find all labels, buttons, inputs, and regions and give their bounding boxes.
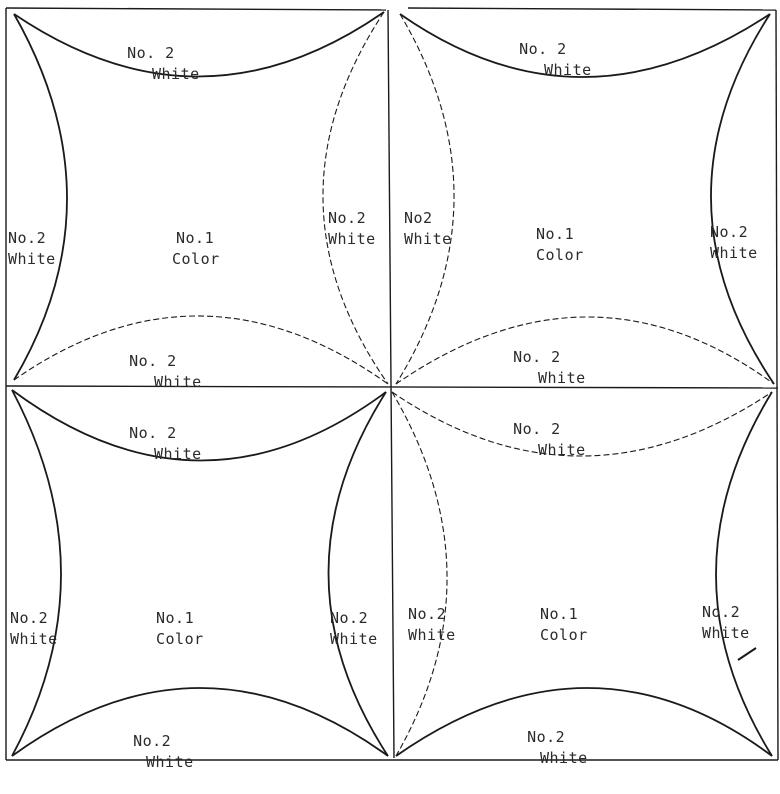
bottom-left-right-label: No.2 White [330,566,378,671]
quilt-pattern-diagram [5,7,779,761]
label-line2: White [10,630,58,648]
label-line1: No.2 [330,609,369,627]
label-line2: White [540,749,588,767]
bottom-right-left-label: No.2 White [408,562,456,667]
top-left-bottom-label: No. 2 White [110,330,202,414]
label-line2: White [408,626,456,644]
top-left-left-label: No.2 White [8,186,56,291]
arc-top-left-right [322,11,389,385]
top-right-top-label: No. 2 White [500,18,592,102]
bottom-right-center-label: No.1 Color [540,562,588,667]
label-line1: No.2 [8,229,47,247]
label-line1: No.1 [540,605,579,623]
pencil-mark [737,647,757,661]
arc-top-right-left [395,13,455,385]
frame-top-edge-right [407,7,777,11]
label-line2: White [146,753,194,771]
top-right-center-label: No.1 Color [536,182,584,287]
top-right-left-label: No2 White [404,166,452,271]
label-line2: White [330,630,378,648]
arc-bottom-left-top [11,389,387,462]
bottom-right-top-label: No. 2 White [494,398,586,482]
label-line2: Color [536,246,584,264]
label-line2: Color [156,630,204,648]
top-left-right-label: No.2 White [328,166,376,271]
label-line2: White [538,441,586,459]
label-line1: No. 2 [127,44,175,62]
label-line2: White [710,244,758,262]
block-top-right-arcs [395,13,775,385]
arc-top-left-left [13,13,68,381]
top-right-bottom-label: No. 2 White [494,326,586,410]
label-line1: No. 2 [129,424,177,442]
label-line2: White [538,369,586,387]
label-line2: White [154,373,202,391]
label-line1: No2 [404,209,433,227]
arc-bottom-right-left [391,391,448,757]
frame-right-edge [775,9,779,761]
label-line2: White [154,445,202,463]
label-line2: White [8,250,56,268]
label-line2: White [328,230,376,248]
arc-bottom-right-bottom [395,687,773,757]
label-line1: No.1 [536,225,575,243]
horizontal-divider [5,385,779,389]
top-right-right-label: No.2 White [710,180,758,285]
label-line1: No.1 [176,229,215,247]
outer-frame [5,7,779,761]
arc-top-right-right [710,13,775,385]
label-line2: White [544,61,592,79]
label-line1: No.2 [710,223,749,241]
label-line2: White [152,65,200,83]
arc-bottom-right-right [715,391,773,757]
label-line1: No.2 [133,732,172,750]
label-line1: No. 2 [513,420,561,438]
label-line2: Color [540,626,588,644]
arc-bottom-left-left [11,389,62,757]
bottom-right-bottom-label: No.2 White [508,706,588,790]
bottom-left-bottom-label: No.2 White [114,710,194,794]
label-line2: White [404,230,452,248]
bottom-left-top-label: No. 2 White [110,402,202,486]
top-left-top-label: No. 2 White [108,22,200,106]
bottom-left-center-label: No.1 Color [156,566,204,671]
vertical-divider [387,9,395,759]
arc-bottom-right-top [391,391,773,457]
arc-bottom-left-bottom [11,687,389,757]
arc-top-left-bottom [13,315,389,385]
frame-top-edge [5,7,387,11]
label-line1: No.2 [702,603,741,621]
label-line1: No. 2 [519,40,567,58]
label-line1: No.2 [527,728,566,746]
label-line1: No.2 [408,605,447,623]
top-left-center-label: No.1 Color [172,186,220,291]
label-line1: No. 2 [513,348,561,366]
label-line1: No.1 [156,609,195,627]
label-line2: Color [172,250,220,268]
block-bottom-right-arcs [391,391,773,757]
label-line1: No.2 [328,209,367,227]
arc-top-right-top [399,13,771,78]
block-top-left-arcs [13,11,389,385]
label-line1: No. 2 [129,352,177,370]
block-bottom-left-arcs [11,389,389,757]
bottom-right-right-label: No.2 White [702,560,750,665]
arc-bottom-left-right [327,391,389,757]
bottom-left-left-label: No.2 White [10,566,58,671]
label-line2: White [702,624,750,642]
label-line1: No.2 [10,609,49,627]
arc-top-left-top [13,11,385,78]
